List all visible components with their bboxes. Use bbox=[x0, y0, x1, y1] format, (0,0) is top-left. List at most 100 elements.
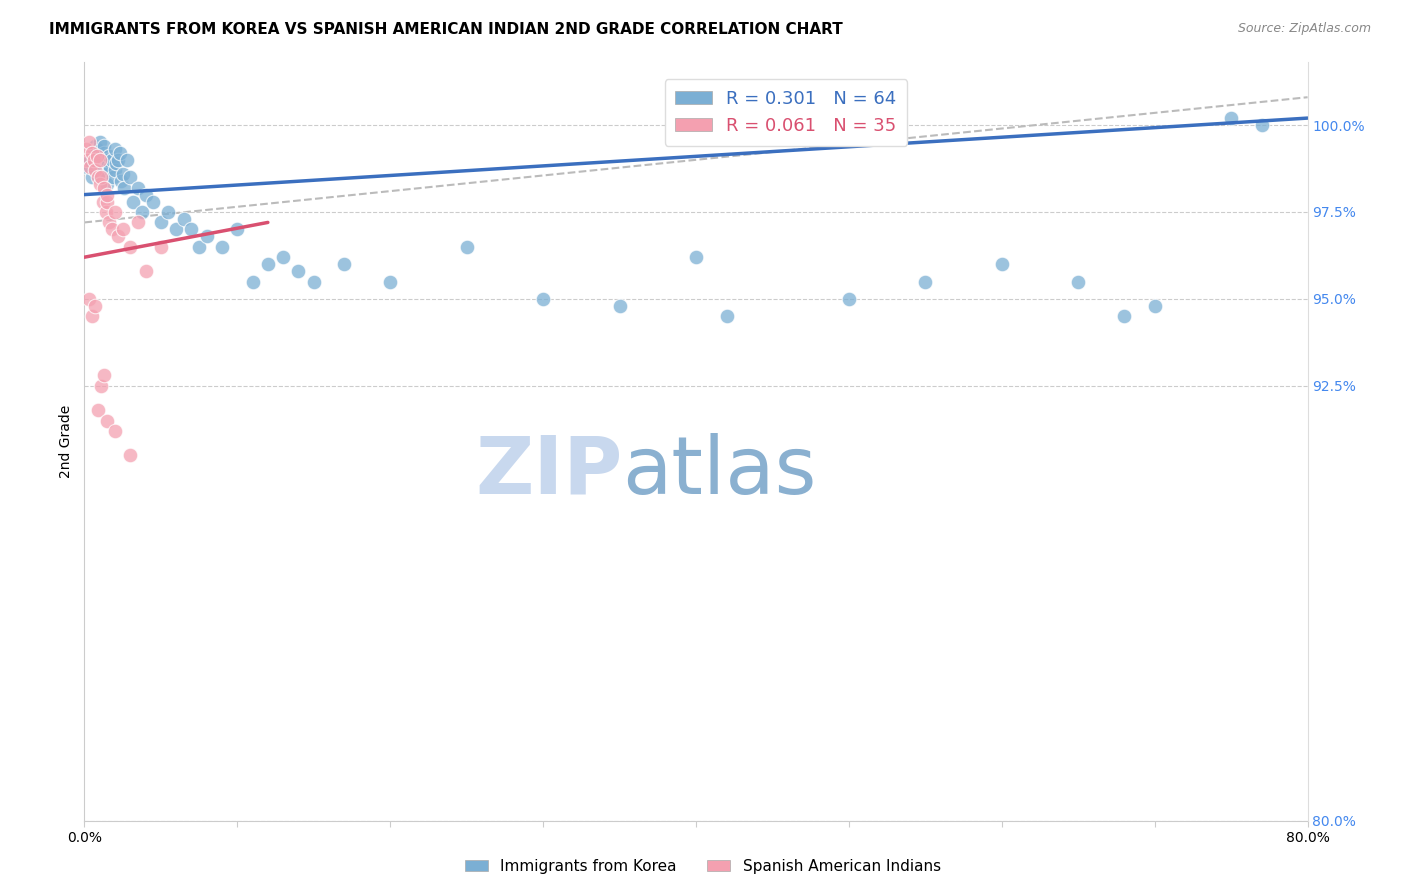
Point bbox=[89, 136, 111, 150]
Point bbox=[87, 170, 110, 185]
Point bbox=[131, 205, 153, 219]
Point bbox=[97, 215, 120, 229]
Point bbox=[257, 257, 280, 271]
Point bbox=[80, 310, 103, 324]
Point bbox=[122, 194, 145, 209]
Point bbox=[101, 222, 124, 236]
Point bbox=[211, 240, 233, 254]
Point bbox=[1220, 111, 1243, 125]
Point bbox=[716, 310, 738, 324]
Point bbox=[87, 156, 110, 170]
Point bbox=[1250, 118, 1272, 132]
Point bbox=[135, 187, 157, 202]
Point bbox=[149, 240, 172, 254]
Text: atlas: atlas bbox=[623, 433, 817, 511]
Point bbox=[93, 368, 115, 383]
Legend: Immigrants from Korea, Spanish American Indians: Immigrants from Korea, Spanish American … bbox=[460, 853, 946, 880]
Point bbox=[142, 194, 165, 209]
Point bbox=[105, 156, 128, 170]
Point bbox=[107, 229, 129, 244]
Point bbox=[115, 153, 138, 167]
Point bbox=[165, 222, 187, 236]
Point bbox=[120, 170, 142, 185]
Point bbox=[84, 139, 107, 153]
Point bbox=[120, 449, 142, 463]
Point bbox=[609, 299, 631, 313]
Point bbox=[96, 187, 118, 202]
Point bbox=[80, 145, 103, 160]
Point bbox=[685, 250, 707, 264]
Point bbox=[287, 264, 309, 278]
Point bbox=[111, 167, 134, 181]
Point bbox=[188, 240, 211, 254]
Point bbox=[75, 142, 97, 156]
Point bbox=[94, 167, 117, 181]
Point bbox=[77, 136, 100, 150]
Point bbox=[112, 180, 135, 194]
Point bbox=[242, 275, 264, 289]
Point bbox=[180, 222, 202, 236]
Point bbox=[1067, 275, 1090, 289]
Text: IMMIGRANTS FROM KOREA VS SPANISH AMERICAN INDIAN 2ND GRADE CORRELATION CHART: IMMIGRANTS FROM KOREA VS SPANISH AMERICA… bbox=[49, 22, 844, 37]
Point bbox=[101, 153, 124, 167]
Point bbox=[104, 163, 127, 178]
Point bbox=[103, 170, 125, 185]
Point bbox=[87, 403, 110, 417]
Point bbox=[98, 160, 121, 174]
Point bbox=[333, 257, 356, 271]
Point bbox=[89, 153, 111, 167]
Point bbox=[914, 275, 936, 289]
Text: ZIP: ZIP bbox=[475, 433, 623, 511]
Point bbox=[195, 229, 218, 244]
Point bbox=[89, 177, 111, 191]
Point bbox=[104, 142, 127, 156]
Point bbox=[173, 211, 195, 226]
Point bbox=[90, 379, 112, 393]
Point bbox=[91, 194, 114, 209]
Point bbox=[93, 145, 115, 160]
Point bbox=[90, 170, 112, 185]
Point bbox=[84, 299, 107, 313]
Point bbox=[111, 222, 134, 236]
Point bbox=[108, 145, 131, 160]
Point bbox=[91, 163, 114, 178]
Point bbox=[127, 180, 149, 194]
Point bbox=[149, 215, 172, 229]
Point bbox=[83, 145, 105, 160]
Point bbox=[104, 205, 127, 219]
Point bbox=[1114, 310, 1136, 324]
Point bbox=[79, 160, 101, 174]
Point bbox=[90, 149, 112, 163]
Point bbox=[83, 153, 105, 167]
Point bbox=[104, 424, 127, 438]
Legend: R = 0.301   N = 64, R = 0.061   N = 35: R = 0.301 N = 64, R = 0.061 N = 35 bbox=[665, 79, 907, 145]
Point bbox=[135, 264, 157, 278]
Point bbox=[456, 240, 478, 254]
Point bbox=[380, 275, 402, 289]
Point bbox=[96, 177, 118, 191]
Point bbox=[107, 153, 129, 167]
Y-axis label: 2nd Grade: 2nd Grade bbox=[59, 405, 73, 478]
Point bbox=[84, 163, 107, 178]
Point bbox=[86, 149, 108, 163]
Point bbox=[79, 153, 101, 167]
Point bbox=[80, 170, 103, 185]
Point bbox=[94, 205, 117, 219]
Point bbox=[531, 292, 554, 306]
Point bbox=[76, 153, 98, 167]
Point bbox=[991, 257, 1014, 271]
Point bbox=[302, 275, 325, 289]
Point bbox=[157, 205, 180, 219]
Point bbox=[96, 153, 118, 167]
Point bbox=[93, 139, 115, 153]
Text: Source: ZipAtlas.com: Source: ZipAtlas.com bbox=[1237, 22, 1371, 36]
Point bbox=[127, 215, 149, 229]
Point bbox=[120, 240, 142, 254]
Point bbox=[86, 142, 108, 156]
Point bbox=[97, 149, 120, 163]
Point bbox=[76, 160, 98, 174]
Point bbox=[77, 292, 100, 306]
Point bbox=[89, 153, 111, 167]
Point bbox=[1143, 299, 1166, 313]
Point bbox=[271, 250, 294, 264]
